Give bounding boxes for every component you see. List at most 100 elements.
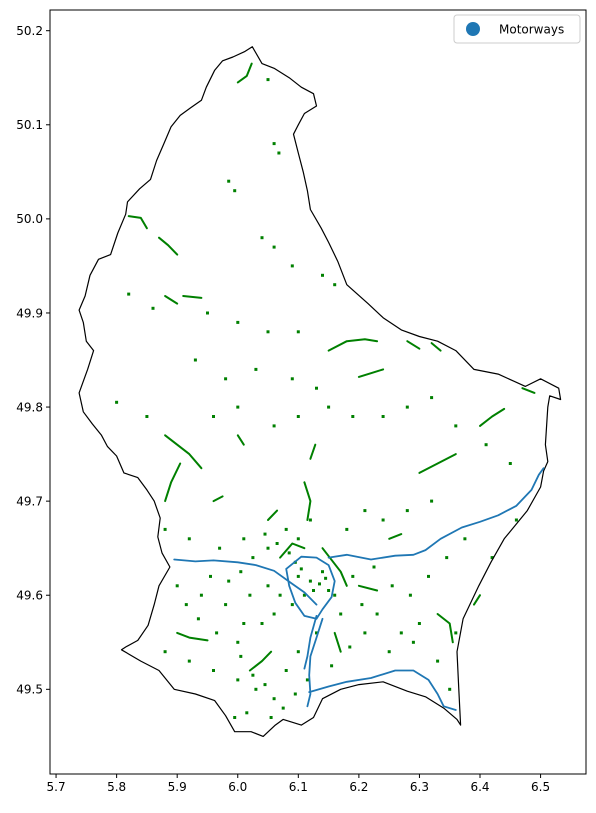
green-feature-patch: [387, 650, 391, 654]
green-feature-patch: [448, 687, 452, 691]
y-tick-label: 49.7: [16, 494, 43, 508]
green-feature-line: [164, 462, 182, 503]
green-feature-patch: [308, 518, 312, 522]
y-axis: 49.5 49.6 49.7 49.8 49.9 50.0 50.1 50.2: [16, 24, 50, 697]
green-feature-patch: [405, 509, 409, 513]
green-feature-patch: [299, 567, 303, 571]
green-feature-patch: [408, 593, 412, 597]
green-feature-patch: [145, 415, 149, 418]
green-feature-line: [309, 443, 317, 460]
green-feature-patch: [284, 527, 288, 531]
green-feature-patch: [212, 669, 215, 672]
green-feature-patch: [333, 593, 337, 597]
green-feature-patch: [187, 659, 191, 663]
green-feature-patch: [284, 669, 288, 672]
green-feature-patch: [360, 603, 364, 607]
motorway-A6: [173, 558, 318, 606]
green-feature-line: [321, 547, 348, 587]
motorways-layer: [173, 467, 545, 711]
green-feature-patch: [321, 570, 324, 574]
green-feature-line: [418, 453, 457, 474]
green-feature-patch: [411, 640, 415, 644]
green-feature-patch: [484, 443, 488, 447]
green-feature-line: [436, 613, 454, 644]
green-feature-line: [164, 434, 203, 470]
axes-frame: [49, 9, 587, 775]
green-feature-patch: [287, 551, 291, 555]
green-feature-line: [248, 650, 273, 672]
green-feature-patch: [290, 603, 294, 607]
green-feature-patch: [312, 589, 315, 592]
x-axis: 5.7 5.8 5.9 6.0 6.1 6.2 6.3 6.4 6.5: [47, 774, 550, 794]
x-tick-label: 6.2: [349, 780, 368, 794]
green-feature-patch: [430, 499, 434, 503]
motorway-A1: [327, 467, 545, 561]
green-feature-patch: [375, 612, 379, 616]
green-feature-patch: [236, 678, 240, 682]
green-feature-patch: [296, 537, 300, 541]
green-feature-patch: [175, 584, 179, 588]
green-feature-line: [479, 407, 506, 427]
green-feature-patch: [315, 631, 318, 635]
green-feature-patch: [254, 687, 258, 691]
legend: Motorways: [453, 14, 581, 44]
green-feature-patch: [236, 640, 240, 644]
green-feature-line: [176, 631, 209, 642]
green-feature-patch: [233, 716, 237, 719]
green-feature-patch: [296, 650, 300, 654]
y-tick-label: 49.8: [16, 400, 43, 414]
plot-area: [78, 46, 562, 738]
green-feature-patch: [417, 622, 421, 625]
green-feature-patch: [315, 386, 318, 390]
green-feature-patch: [296, 574, 300, 578]
green-feature-patch: [272, 612, 276, 616]
green-feature-patch: [508, 462, 512, 465]
green-feature-patch: [266, 584, 270, 588]
green-feature-patch: [363, 509, 367, 513]
green-feature-patch: [454, 631, 458, 635]
green-feature-line: [267, 509, 279, 521]
green-feature-line: [521, 387, 536, 394]
green-feature-patch: [266, 330, 270, 334]
country-boundary: [78, 46, 562, 738]
green-feature-patch: [351, 415, 355, 418]
green-feature-patch: [233, 189, 237, 193]
green-feature-patch: [296, 330, 300, 334]
green-feature-line: [388, 533, 403, 540]
motorway-A4: [303, 615, 318, 670]
green-feature-patch: [263, 683, 267, 687]
green-feature-patch: [260, 236, 264, 240]
green-feature-line: [158, 236, 179, 256]
green-feature-line: [357, 368, 385, 378]
green-feature-patch: [218, 546, 222, 550]
y-tick-label: 49.9: [16, 306, 43, 320]
green-feature-patch: [115, 400, 119, 404]
green-feature-patch: [427, 574, 430, 578]
x-tick-label: 6.3: [410, 780, 429, 794]
green-feature-patch: [239, 654, 243, 658]
motorway-ring: [285, 555, 336, 620]
y-tick-label: 49.5: [16, 683, 43, 697]
green-feature-patch: [266, 546, 270, 550]
green-feature-patch: [272, 697, 276, 701]
green-feature-patch: [333, 283, 337, 287]
green-feature-patch: [206, 311, 209, 315]
green-feature-patch: [290, 377, 294, 381]
green-feature-patch: [318, 582, 321, 586]
x-tick-label: 6.0: [228, 780, 247, 794]
green-feature-patch: [272, 245, 276, 249]
green-feature-patch: [251, 673, 255, 677]
legend-box: [453, 14, 581, 44]
green-feature-patch: [399, 631, 403, 635]
green-feature-patch: [242, 537, 246, 541]
green-feature-patch: [348, 645, 352, 649]
green-feature-line: [430, 342, 442, 352]
y-tick-label: 50.2: [16, 24, 43, 38]
green-feature-patch: [196, 617, 200, 621]
green-feature-line: [473, 594, 481, 606]
x-tick-label: 5.9: [168, 780, 187, 794]
x-tick-label: 6.4: [470, 780, 489, 794]
green-feature-patch: [151, 306, 155, 310]
country-boundary-layer: [78, 46, 562, 738]
